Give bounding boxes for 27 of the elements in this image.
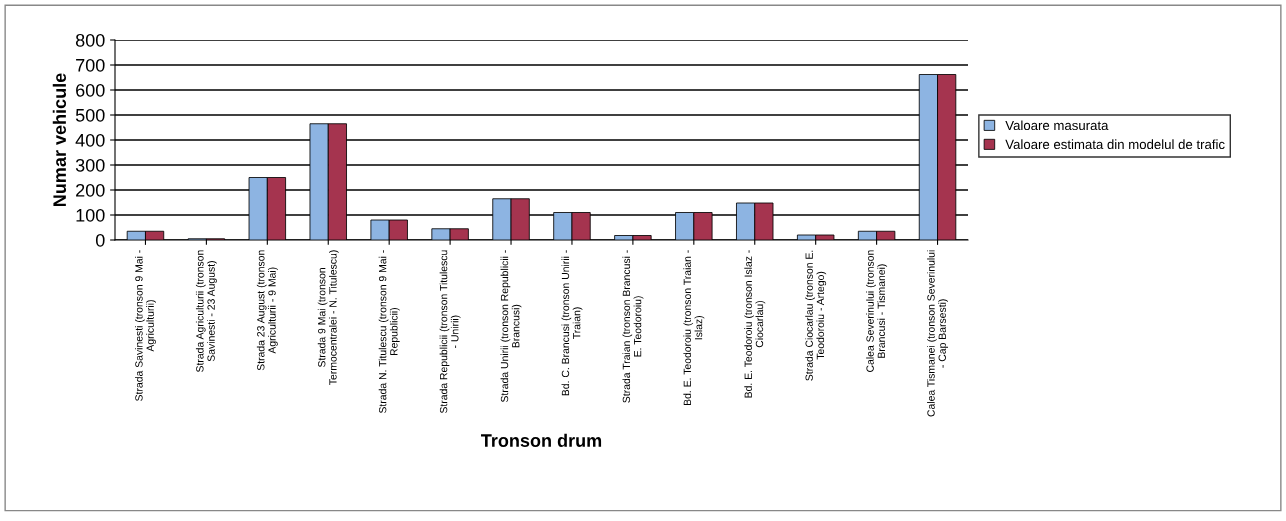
x-tick-label: Strada 9 Mai (tronson Termocentralei - N. Titulescu) — [317, 250, 339, 385]
x-tick-label: Strada N. Titulescu (tronson 9 Mai - Republicii) — [378, 250, 400, 414]
y-tick-label: 300 — [75, 158, 105, 172]
x-tick-label: Bd. C. Brancusi (tronson Unirii - Traian) — [561, 250, 583, 396]
y-tick-label: 600 — [76, 83, 105, 97]
legend-label: Valoare masurata — [1005, 120, 1109, 131]
y-tick-label: 100 — [76, 208, 105, 222]
y-tick-label: 700 — [76, 58, 105, 72]
y-axis-title: Numar vehicule — [52, 73, 67, 207]
x-axis-title: Tronson drum — [481, 433, 602, 447]
x-tick-label: Strada Unirii (tronson Republicii - Brancusi) — [500, 250, 522, 403]
y-tick-label: 800 — [75, 33, 105, 47]
x-tick-label: Strada Agriculturii (tronson Savinesti - 23 August) — [195, 250, 217, 372]
legend-label: Valoare estimata din modelul de trafic — [1005, 139, 1225, 150]
x-tick-label: Bd. E. Teodoroiu (tronson Islaz - Ciocarlau) — [744, 250, 766, 398]
x-tick-label: Calea Tismanei (tronson Severinului - Cap Barsesti) — [927, 250, 948, 417]
x-tick-label: Strada Republicii (tronson Titulescu - Unirii) — [439, 250, 461, 414]
x-tick-label: Strada Ciocarlau (tronson E. Teodoroiu - Artego) — [805, 250, 827, 381]
x-tick-label: Bd. E. Teodoroiu (tronson Traian - Islaz) — [683, 250, 705, 405]
y-tick-label: 400 — [75, 133, 105, 147]
x-tick-label: Strada 23 August (tronson Agriculturii - 9 Mai) — [256, 250, 278, 371]
y-tick-label: 200 — [76, 183, 105, 197]
x-tick-label: Calea Severinului (tronson Brancusi - Tismanei) — [866, 250, 888, 372]
x-tick-label: Strada Savinesti (tronson 9 Mai - Agriculturii) — [135, 250, 156, 401]
x-tick-label: Strada Traian (tronson Brancusi - E. Teodoroiu) — [622, 250, 644, 403]
y-tick-label: 500 — [75, 108, 105, 122]
y-tick-label: 0 — [95, 233, 105, 247]
